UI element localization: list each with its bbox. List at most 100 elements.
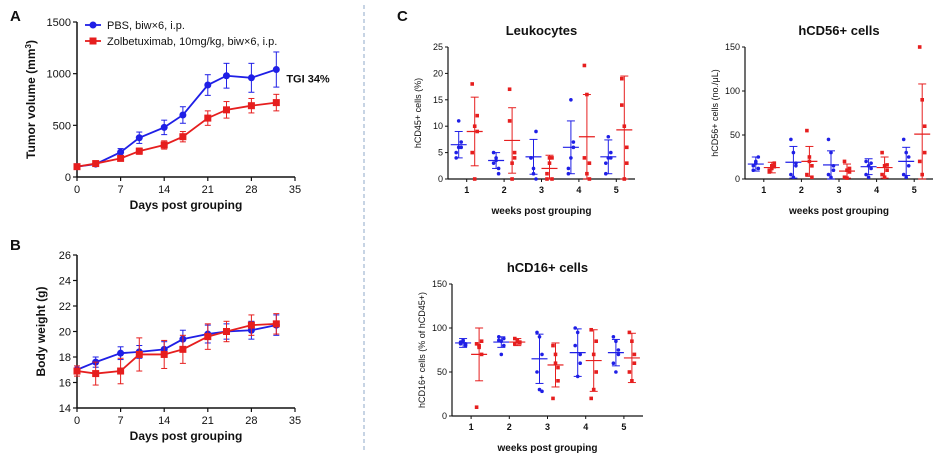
y-tick-label: 26 — [59, 250, 71, 262]
data-point — [609, 156, 613, 160]
x-axis-label: weeks post grouping — [788, 206, 889, 217]
y-axis-label: Tumor volume (mm3) — [24, 40, 39, 159]
y-tick-label: 150 — [432, 279, 447, 289]
data-point — [591, 352, 596, 357]
data-point — [767, 170, 772, 174]
data-point — [829, 175, 833, 180]
data-point — [537, 335, 542, 339]
data-point — [507, 119, 512, 123]
legend-marker — [89, 37, 97, 45]
data-point — [547, 161, 552, 165]
data-point — [571, 145, 576, 150]
data-point — [472, 124, 477, 128]
data-point — [807, 159, 812, 164]
chart-body-weight: 0 7 14 21 28 35 14 16 18 20 22 24 26 Days post groupi… — [34, 250, 301, 443]
y-tick-label: 0 — [438, 174, 443, 184]
data-point — [534, 129, 538, 134]
data-point — [496, 171, 501, 176]
data-point — [510, 161, 514, 165]
data-point — [622, 124, 627, 128]
data-point — [553, 361, 558, 365]
data-point — [845, 176, 849, 180]
data-point — [569, 98, 573, 102]
data-point — [604, 161, 608, 165]
data-point — [880, 172, 884, 177]
data-point — [604, 171, 608, 176]
data-point — [616, 352, 621, 357]
data-point — [497, 335, 501, 339]
data-point — [474, 342, 479, 346]
data-point — [247, 321, 255, 329]
data-point — [456, 119, 461, 123]
data-point — [204, 333, 212, 341]
x-tick-label: 21 — [202, 415, 214, 427]
data-point — [507, 87, 512, 92]
x-tick-label: 4 — [576, 185, 581, 195]
x-tick-label: 5 — [621, 422, 626, 432]
data-point — [160, 141, 168, 149]
data-point — [810, 175, 814, 180]
data-point — [222, 106, 230, 114]
data-point — [906, 155, 911, 159]
y-tick-label: 50 — [730, 130, 740, 140]
data-point — [606, 134, 611, 139]
data-point — [616, 348, 621, 352]
data-point — [627, 330, 632, 335]
data-point — [550, 177, 554, 181]
data-point — [594, 339, 598, 343]
data-point — [885, 163, 889, 167]
x-tick-label: 0 — [74, 415, 80, 427]
data-point — [472, 177, 477, 181]
data-point — [614, 370, 618, 374]
data-point — [550, 156, 554, 160]
data-point — [810, 164, 814, 168]
data-point — [594, 370, 598, 374]
y-axis-label-end: ) — [24, 40, 38, 44]
y-tick-label: 50 — [437, 367, 447, 377]
data-point — [477, 345, 481, 350]
y-tick-label: 20 — [433, 68, 443, 78]
data-point — [204, 81, 212, 89]
data-point — [847, 166, 852, 171]
data-point — [805, 128, 809, 133]
data-point — [535, 370, 539, 374]
y-tick-label: 22 — [59, 301, 71, 313]
data-point — [547, 156, 552, 160]
data-point — [901, 137, 906, 142]
x-tick-label: 35 — [289, 184, 301, 196]
y-axis-label: hCD56+ cells (no./μL) — [710, 69, 720, 156]
panel-label-b: B — [10, 237, 21, 254]
data-point — [512, 156, 517, 160]
data-point — [222, 72, 230, 80]
y-tick-label: 18 — [59, 352, 71, 364]
data-point — [537, 387, 542, 392]
data-point — [880, 150, 884, 155]
x-tick-label: 21 — [202, 184, 214, 196]
data-point — [499, 352, 504, 357]
data-point — [566, 166, 571, 171]
data-point — [247, 102, 255, 110]
data-point — [502, 343, 506, 348]
data-point — [491, 161, 496, 165]
data-point — [556, 379, 560, 383]
x-tick-label: 3 — [545, 422, 550, 432]
data-point — [794, 164, 798, 168]
data-point — [179, 133, 187, 141]
data-point — [556, 365, 560, 370]
data-point — [135, 147, 143, 155]
chart-hcd56: hCD56+ cells 0 50 100 150 1 2 3 4 5 weeks post gro… — [710, 23, 933, 217]
x-tick-label: 14 — [158, 415, 170, 427]
data-point — [869, 166, 873, 171]
y-axis-label: hCD45+ cells (%) — [413, 78, 423, 148]
series-line-0 — [76, 324, 277, 371]
y-tick-label: 14 — [59, 403, 71, 415]
legend-label: PBS, biw×6, i.p. — [107, 20, 185, 32]
y-tick-label: 100 — [432, 323, 447, 333]
data-point — [573, 343, 577, 348]
data-point — [620, 103, 624, 107]
data-point — [204, 114, 212, 122]
y-tick-label: 25 — [433, 42, 443, 52]
data-point — [901, 172, 906, 177]
data-point — [496, 166, 501, 171]
data-point — [829, 150, 833, 155]
